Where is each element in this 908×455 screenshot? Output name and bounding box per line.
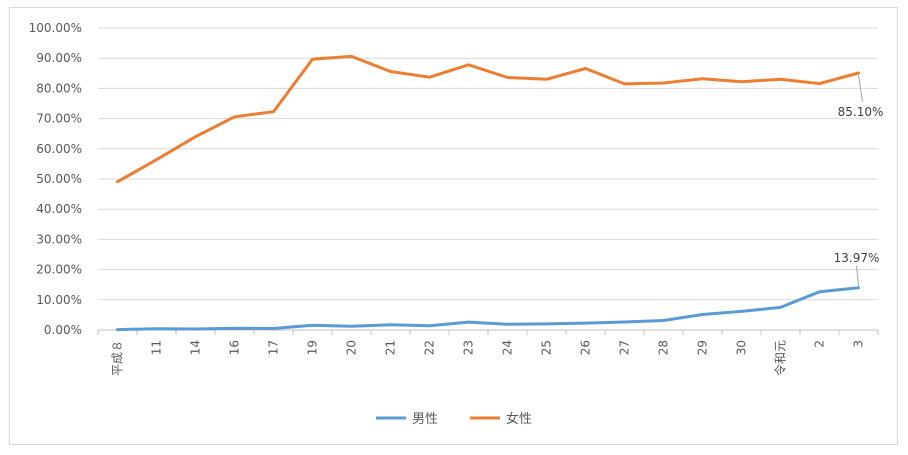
x-tick-label: 22 <box>423 340 437 355</box>
y-tick-label: 0.00% <box>44 323 82 337</box>
y-tick-label: 70.00% <box>36 112 82 126</box>
x-tick-label: 3 <box>852 340 866 348</box>
x-tick-label: 17 <box>267 340 281 355</box>
x-tick-label: 20 <box>345 340 359 355</box>
gridlines <box>98 27 878 331</box>
y-tick-label: 80.00% <box>36 81 82 95</box>
series-line-0 <box>116 286 860 332</box>
y-axis-ticks: 0.00% 10.00% 20.00% 30.00% 40.00% 50.00% 60.00… <box>29 21 82 337</box>
x-tick-label: 23 <box>462 340 476 355</box>
x-tick-label: 26 <box>579 340 593 355</box>
x-tick-label: 25 <box>540 340 554 355</box>
x-tick-label: 30 <box>735 340 749 355</box>
data-label: 85.10% <box>838 105 884 119</box>
data-label: 13.97% <box>834 251 880 265</box>
data-labels: 85.10% 13.97% <box>834 74 884 286</box>
x-tick-label: 11 <box>150 340 164 355</box>
y-tick-label: 30.00% <box>36 232 82 246</box>
y-tick-label: 60.00% <box>36 142 82 156</box>
series-line-1 <box>116 54 860 184</box>
x-tick-label: 平成８ <box>111 340 125 376</box>
x-tick-label: 令和元 <box>773 340 788 376</box>
y-tick-label: 20.00% <box>36 263 82 277</box>
y-tick-label: 50.00% <box>36 172 82 186</box>
y-tick-label: 40.00% <box>36 202 82 216</box>
x-tick-label: 19 <box>306 340 320 355</box>
x-tick-label: 24 <box>501 340 515 355</box>
y-tick-label: 10.00% <box>36 293 82 307</box>
legend-label: 女性 <box>506 411 532 427</box>
x-tick-label: 27 <box>618 340 632 355</box>
x-tick-label: 29 <box>696 340 710 355</box>
y-tick-label: 100.00% <box>29 21 82 35</box>
x-tick-label: 2 <box>813 340 827 348</box>
x-axis-ticks: 平成８ 11 14 16 17 19 20 21 22 23 24 25 26 27 28 29 30 令和元 2 3 <box>97 330 879 376</box>
y-tick-label: 90.00% <box>36 51 82 65</box>
x-tick-label: 28 <box>657 340 671 355</box>
series-lines <box>116 54 860 332</box>
x-tick-label: 21 <box>384 340 398 355</box>
data-label-leader <box>858 74 863 103</box>
legend-label: 男性 <box>412 412 438 427</box>
x-tick-label: 16 <box>228 340 242 355</box>
x-tick-label: 14 <box>189 340 203 355</box>
data-label-leader <box>856 265 859 286</box>
legend: 男性 女性 <box>376 411 532 427</box>
